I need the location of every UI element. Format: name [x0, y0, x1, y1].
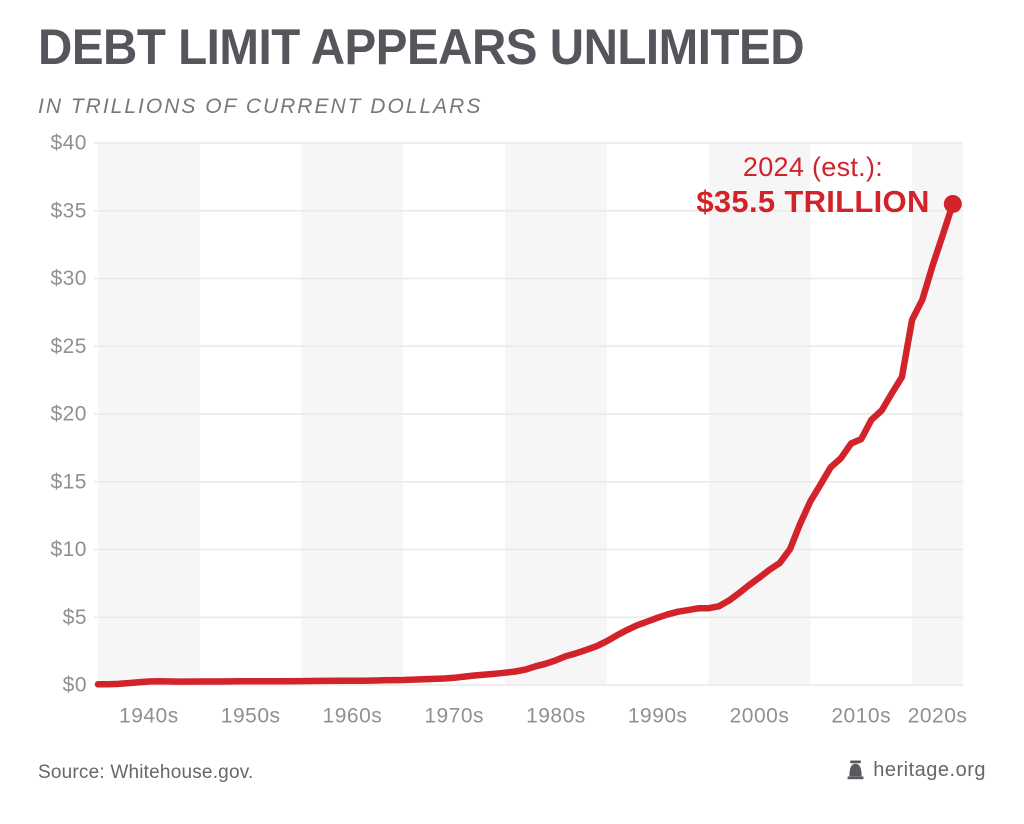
x-tick-label: 1980s: [526, 705, 586, 728]
annotation-year: 2024 (est.):: [742, 152, 884, 182]
x-tick-label: 1990s: [628, 705, 688, 728]
brand-logo: heritage.org: [846, 759, 986, 782]
y-tick-label: $35: [50, 199, 87, 222]
y-tick-label: $40: [50, 132, 87, 155]
source-note: Source: Whitehouse.gov.: [38, 762, 254, 783]
x-tick-label: 1940s: [119, 705, 179, 728]
liberty-bell-icon: [847, 760, 864, 779]
y-tick-label: $10: [50, 538, 87, 561]
x-tick-label: 1960s: [323, 705, 383, 728]
x-tick-label: 2000s: [730, 705, 790, 728]
annotation-value: $35.5 TRILLION: [696, 184, 930, 220]
x-tick-label: 1970s: [424, 705, 484, 728]
page-subtitle: IN TRILLIONS OF CURRENT DOLLARS: [38, 95, 483, 118]
x-tick-label: 2010s: [831, 705, 891, 728]
y-tick-label: $20: [50, 403, 87, 426]
debt-line: [94, 200, 957, 688]
x-tick-label: 1950s: [221, 705, 281, 728]
end-point-dot: [943, 194, 962, 213]
x-tick-label: 2020s: [908, 705, 968, 728]
brand-text: heritage.org: [873, 759, 986, 781]
y-tick-label: $15: [50, 470, 87, 493]
y-tick-label: $30: [50, 267, 87, 290]
endpoint-annotation: 2024 (est.): $35.5 TRILLION: [650, 151, 976, 221]
page-title: DEBT LIMIT APPEARS UNLIMITED: [38, 19, 805, 75]
y-tick-label: $5: [63, 606, 87, 629]
y-tick-label: $25: [50, 335, 87, 358]
y-tick-label: $0: [63, 674, 87, 697]
